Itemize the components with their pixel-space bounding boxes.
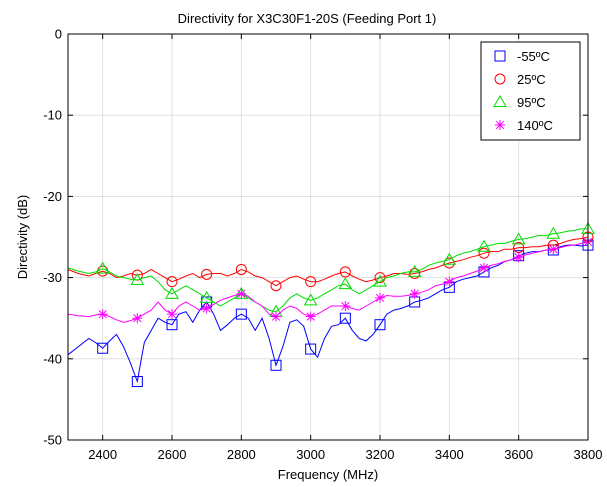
data-point-marker — [409, 268, 421, 280]
y-tick-label: -40 — [43, 351, 62, 366]
plot-series — [67, 221, 595, 388]
data-point-marker — [303, 293, 318, 306]
legend-item: 25ºC — [494, 72, 546, 87]
legend-item: 95ºC — [493, 94, 546, 110]
series-3 — [67, 236, 593, 324]
legend-label: -55ºC — [517, 49, 550, 64]
data-point-marker — [305, 311, 316, 322]
data-point-marker — [199, 290, 214, 303]
series-1 — [67, 231, 594, 292]
series-line — [67, 228, 588, 313]
legend-item: 140ºC — [495, 118, 553, 133]
data-point-marker — [166, 276, 178, 288]
legend-marker — [494, 73, 506, 85]
data-point-marker — [374, 319, 386, 331]
series-line — [67, 244, 589, 384]
legend-label: 95ºC — [517, 95, 546, 110]
x-tick-label: 3800 — [574, 447, 603, 462]
x-tick-label: 2800 — [227, 447, 256, 462]
legend-label: 140ºC — [517, 118, 553, 133]
axis-ticks: 2400 2600 2800 3000 3200 3400 3600 3800 -50 -40 -3… — [43, 27, 602, 463]
series-2 — [67, 221, 595, 317]
data-point-marker — [305, 343, 317, 355]
data-point-marker — [546, 226, 561, 239]
data-point-marker — [373, 274, 387, 287]
data-point-marker — [132, 313, 143, 324]
legend-box — [480, 41, 581, 141]
x-axis-label: Frequency (MHz) — [278, 467, 378, 482]
x-tick-label: 2400 — [88, 447, 117, 462]
legend-marker — [493, 94, 507, 107]
data-point-marker — [131, 376, 143, 388]
data-point-marker — [95, 261, 110, 274]
data-point-marker — [305, 276, 317, 288]
y-tick-label: -30 — [43, 270, 62, 285]
data-point-marker — [375, 292, 385, 303]
legend: -55ºC 25ºC 95ºC 140ºC — [480, 41, 581, 141]
data-point-marker — [442, 252, 457, 265]
data-point-marker — [270, 280, 282, 292]
data-point-marker — [409, 288, 420, 299]
series-line — [67, 236, 589, 287]
data-point-marker — [97, 342, 109, 354]
y-tick-label: -20 — [43, 189, 62, 204]
data-point-marker — [479, 262, 489, 273]
legend-marker — [495, 120, 505, 130]
x-tick-label: 3200 — [366, 447, 395, 462]
data-point-marker — [166, 319, 178, 331]
data-point-marker — [339, 266, 351, 278]
data-point-marker — [236, 288, 247, 299]
data-point-marker — [374, 272, 386, 284]
x-tick-label: 2600 — [158, 447, 187, 462]
data-point-marker — [167, 309, 177, 320]
legend-label: 25ºC — [517, 72, 546, 87]
data-point-marker — [97, 309, 108, 320]
data-point-marker — [235, 263, 247, 275]
data-point-marker — [201, 268, 213, 280]
data-point-marker — [478, 247, 490, 259]
x-tick-label: 3600 — [504, 447, 533, 462]
y-tick-label: -10 — [43, 108, 62, 123]
data-point-marker — [513, 252, 524, 263]
data-point-marker — [130, 273, 145, 286]
legend-marker — [494, 50, 506, 62]
data-point-marker — [339, 312, 351, 324]
data-point-marker — [270, 359, 282, 371]
legend-item: -55ºC — [494, 49, 550, 64]
data-point-marker — [271, 311, 281, 322]
data-point-marker — [201, 303, 212, 314]
series-line — [67, 241, 589, 323]
data-point-marker — [548, 244, 559, 255]
data-point-marker — [444, 276, 455, 287]
chart-title: Directivity for X3C30F1-20S (Feeding Por… — [178, 11, 437, 26]
plot-area-border — [67, 33, 589, 441]
x-tick-label: 3400 — [435, 447, 464, 462]
y-axis-label: Directivity (dB) — [15, 195, 30, 280]
y-tick-label: -50 — [43, 433, 62, 448]
data-point-marker — [340, 301, 351, 312]
data-point-marker — [338, 277, 353, 290]
x-tick-label: 3000 — [296, 447, 325, 462]
y-tick-label: 0 — [55, 27, 62, 42]
data-point-marker — [407, 264, 422, 277]
data-point-marker — [165, 286, 179, 299]
data-point-marker — [477, 239, 491, 252]
data-point-marker — [511, 232, 526, 245]
data-point-marker — [235, 308, 247, 320]
